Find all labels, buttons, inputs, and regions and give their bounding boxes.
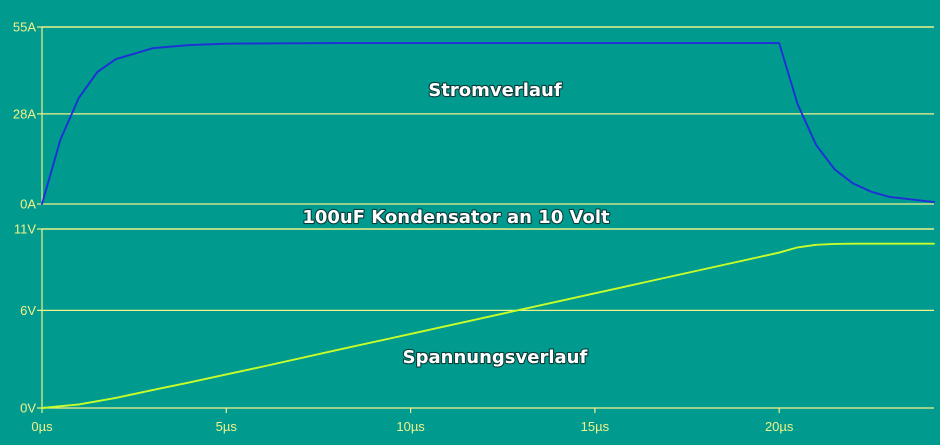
voltage-trace — [41, 242, 935, 409]
y-tick-label: 0A — [20, 197, 36, 212]
y-tick-label: 55A — [13, 20, 36, 35]
x-tick-label: 15µs — [581, 419, 610, 434]
x-tick-label: 10µs — [396, 419, 425, 434]
current-trace — [41, 42, 935, 205]
x-tick-label: 5µs — [216, 419, 238, 434]
y-tick-label: 28A — [13, 106, 36, 121]
x-tick-label: 20µs — [765, 419, 794, 434]
current-panel-label: Stromverlauf — [428, 80, 562, 101]
y-tick-label: 0V — [20, 401, 36, 416]
x-tick-label: 0µs — [31, 419, 53, 434]
chart-title: 100uF Kondensator an 10 Volt — [302, 207, 610, 228]
y-tick-label: 6V — [20, 303, 36, 318]
voltage-panel-label: Spannungsverlauf — [403, 347, 588, 368]
y-tick-label: 11V — [14, 222, 36, 237]
